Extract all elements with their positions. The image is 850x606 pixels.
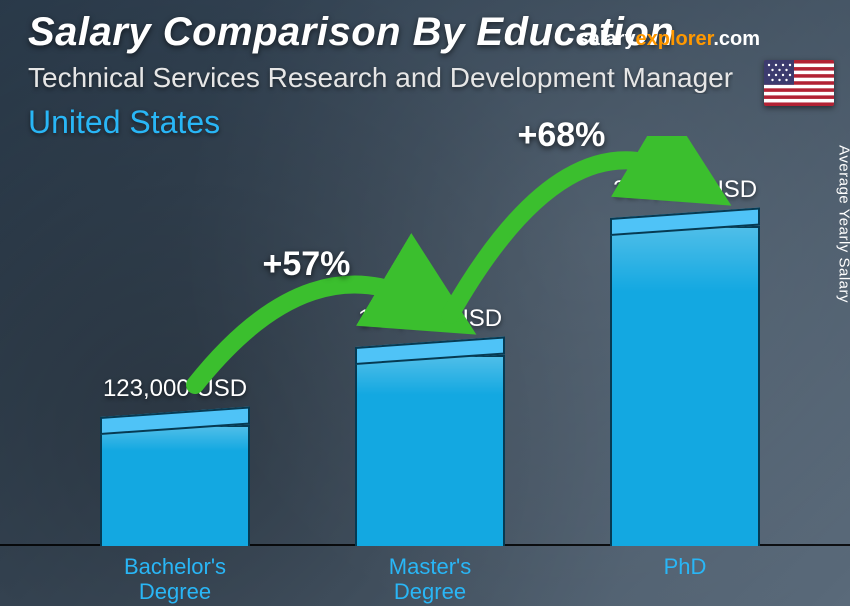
bar: [610, 226, 760, 546]
brand-suffix: .com: [713, 28, 760, 50]
growth-arc-label: +57%: [263, 245, 351, 284]
brand-prefix: salary: [578, 28, 636, 50]
bar-label: PhD: [585, 554, 785, 579]
bar-top-face: [355, 337, 505, 365]
brand-mid: explorer: [635, 28, 713, 50]
bar-value: 325,000 USD: [613, 176, 757, 204]
bar-label: Bachelor's Degree: [75, 554, 275, 605]
bar-label: Master's Degree: [330, 554, 530, 605]
bar: [355, 355, 505, 546]
chart-stage: Salary Comparison By Education Technical…: [0, 0, 850, 606]
bar: [100, 425, 250, 546]
bar-top-face: [100, 407, 250, 435]
brand-logo: salaryexplorer.com: [578, 28, 760, 51]
bar-value: 194,000 USD: [358, 305, 502, 333]
growth-arc-label: +68%: [518, 116, 606, 155]
bar-value: 123,000 USD: [103, 375, 247, 403]
page-subtitle: Technical Services Research and Developm…: [28, 62, 733, 94]
flag-icon: [764, 60, 834, 106]
bar-chart: 123,000 USD Bachelor's Degree 194,000 USD M…: [0, 136, 850, 606]
bar-top-face: [610, 208, 760, 236]
